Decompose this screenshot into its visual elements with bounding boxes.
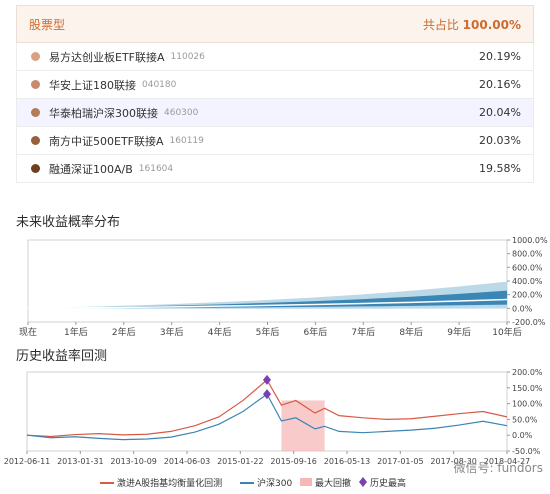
- x-tick-label: 2012-06-11: [4, 457, 51, 466]
- fund-row[interactable]: 华安上证180联接 040180 20.16%: [16, 71, 534, 99]
- plot-frame: [27, 239, 508, 323]
- x-tick-label: 6年后: [304, 326, 328, 338]
- fund-weight: 20.16%: [479, 78, 521, 91]
- x-tick-label: 2017-08-30: [430, 457, 477, 466]
- fund-weight: 19.58%: [479, 162, 521, 175]
- y-tick-label: -200.0%: [512, 318, 546, 327]
- x-tick-label: 10年后: [492, 326, 521, 338]
- future-distribution-chart: 1000.0% 800.0% 600.0% 400.0% 200.0% 0.0% -200.…: [19, 236, 548, 338]
- y-tick-label: 50.0%: [512, 415, 538, 424]
- x-tick-label: 2018-04-27: [484, 457, 531, 466]
- fund-weight: 20.04%: [479, 106, 521, 119]
- fund-code: 460300: [164, 107, 199, 118]
- x-tick-label: 9年后: [447, 326, 471, 338]
- fund-row[interactable]: 融通深证100A/B 161604 19.58%: [16, 155, 534, 183]
- fund-allocation-panel: 股票型 共占比 100.00% 易方达创业板ETF联接A 110026 20.19%…: [16, 5, 534, 183]
- x-tick-label: 5年后: [256, 326, 280, 338]
- fund-name: 融通深证100A/B: [49, 162, 133, 176]
- total-share-pct: 100.00%: [462, 17, 521, 32]
- y-tick-label: 400.0%: [512, 277, 543, 286]
- median-line: [27, 298, 508, 310]
- legend-label: 激进A股指基均衡量化回测: [117, 477, 222, 489]
- fund-row[interactable]: 易方达创业板ETF联接A 110026 20.19%: [16, 43, 534, 71]
- future-chart-title: 未来收益概率分布: [16, 215, 121, 230]
- plot-frame: [26, 371, 508, 452]
- fund-name: 易方达创业板ETF联接A: [49, 50, 165, 64]
- fund-color-dot: [31, 164, 40, 173]
- y-tick-label: 200.0%: [512, 368, 543, 377]
- inner-probability-band: [28, 290, 507, 309]
- fund-color-dot: [31, 108, 40, 117]
- y-tick-label: -50.0%: [512, 447, 541, 456]
- fund-weight: 20.03%: [479, 134, 521, 147]
- fund-name: 华安上证180联接: [49, 78, 136, 92]
- x-tick-label: 2015-09-16: [270, 457, 317, 466]
- y-tick-label: 150.0%: [512, 384, 543, 393]
- legend-swatch-drawdown: [300, 478, 312, 486]
- y-tick-label: 600.0%: [512, 263, 543, 272]
- fund-row[interactable]: 南方中证500ETF联接A 160119 20.03%: [16, 127, 534, 155]
- fund-name: 南方中证500ETF联接A: [49, 134, 164, 148]
- y-tick-label: 200.0%: [512, 291, 543, 300]
- legend-label: 沪深300: [257, 477, 292, 489]
- x-tick-label: 8年后: [399, 326, 423, 338]
- max-drawdown-region: [281, 400, 325, 451]
- x-tick-label: 2年后: [112, 326, 136, 338]
- total-share: 共占比 100.00%: [422, 17, 521, 32]
- x-tick-label: 2015-01-22: [217, 457, 264, 466]
- fund-type-label: 股票型: [29, 17, 66, 32]
- series-line-0: [26, 378, 508, 438]
- y-tick-label: 100.0%: [512, 400, 543, 409]
- fund-allocation-header: 股票型 共占比 100.00%: [16, 5, 534, 43]
- y-tick-label: 1000.0%: [512, 236, 548, 245]
- legend-label: 最大回撤: [315, 477, 351, 489]
- x-tick-label: 2014-06-03: [164, 457, 211, 466]
- fund-code: 110026: [170, 51, 205, 62]
- x-tick-label: 2016-05-13: [324, 457, 371, 466]
- x-tick-label: 7年后: [351, 326, 375, 338]
- historical-peak-marker: [263, 389, 271, 400]
- x-tick-label: 现在: [19, 326, 37, 338]
- legend-label: 历史最高: [370, 477, 406, 489]
- fund-code: 161604: [138, 163, 174, 174]
- y-tick-label: 0.0%: [512, 304, 533, 313]
- x-tick-label: 2013-01-31: [57, 457, 104, 466]
- fund-weight: 20.19%: [479, 50, 521, 63]
- legend-swatch-peak: [359, 477, 367, 487]
- x-tick-label: 2017-01-05: [377, 457, 424, 466]
- x-tick-label: 1年后: [64, 326, 88, 338]
- x-tick-label: 3年后: [160, 326, 184, 338]
- fund-color-dot: [31, 136, 40, 145]
- fund-name: 华泰柏瑞沪深300联接: [49, 106, 158, 120]
- x-tick-label: 2013-10-09: [110, 457, 157, 466]
- fund-row[interactable]: 华泰柏瑞沪深300联接 460300 20.04%: [16, 99, 534, 127]
- fund-color-dot: [31, 80, 40, 89]
- fund-code: 040180: [142, 79, 177, 90]
- x-tick-label: 4年后: [208, 326, 232, 338]
- y-tick-label: 800.0%: [512, 250, 543, 259]
- fund-code: 160119: [169, 135, 204, 146]
- y-tick-label: 0.0%: [512, 431, 533, 440]
- history-backtest-chart: 200.0% 150.0% 100.0% 50.0% 0.0% -50.0% 2012-06…: [4, 368, 543, 489]
- historical-peak-marker: [263, 374, 271, 385]
- series-line-1: [26, 393, 508, 441]
- fund-color-dot: [31, 52, 40, 61]
- history-chart-title: 历史收益率回测: [16, 349, 108, 364]
- wechat-watermark: 微信号: fundors: [454, 461, 543, 475]
